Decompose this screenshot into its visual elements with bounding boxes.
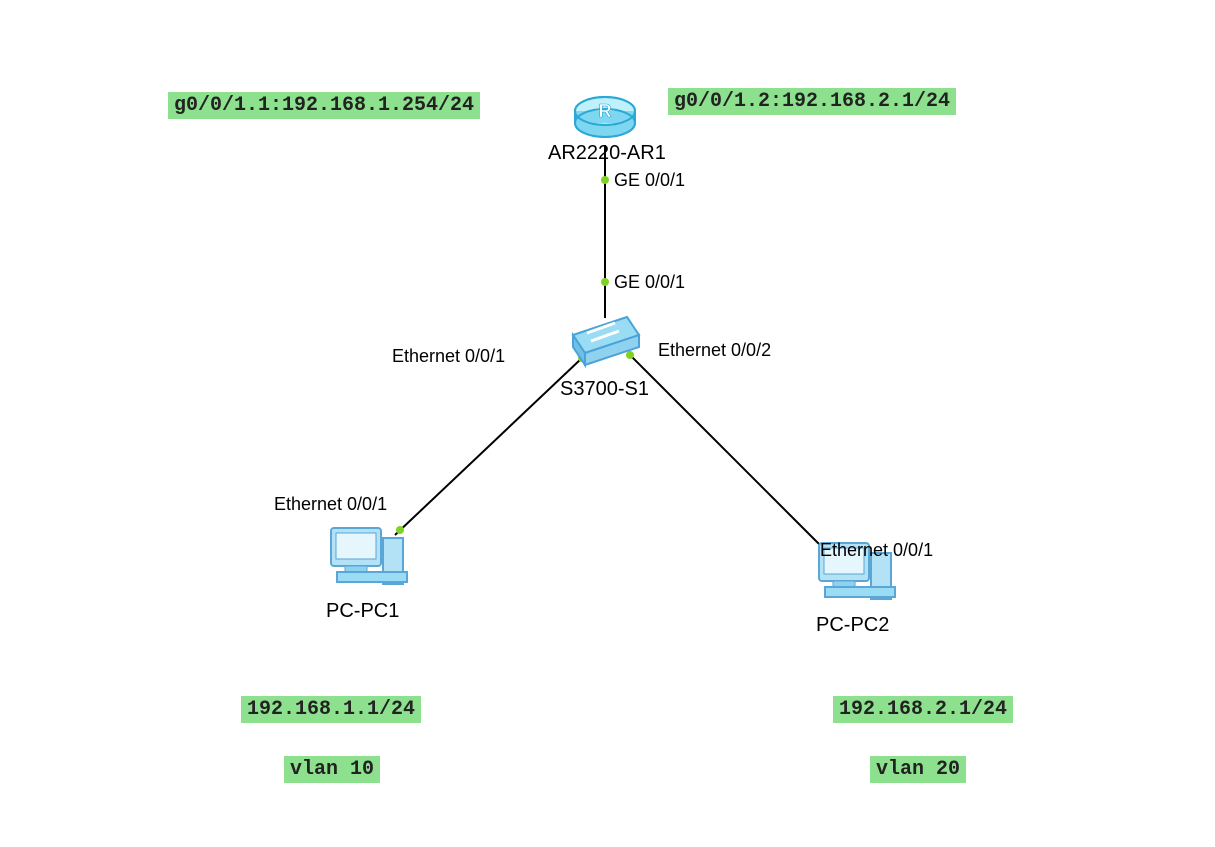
link-switch-pc1 — [395, 358, 582, 535]
switch-name-label: S3700-S1 — [560, 378, 649, 401]
diagram-svg: R — [0, 0, 1215, 842]
port-dot — [626, 351, 634, 359]
pc1-name-label: PC-PC1 — [326, 600, 399, 623]
svg-text:R: R — [599, 101, 612, 121]
pc1-vlan-label: vlan 10 — [284, 756, 380, 783]
pc1-icon — [331, 528, 407, 584]
switch-eth001-label: Ethernet 0/0/1 — [392, 346, 505, 367]
router-subif1-label: g0/0/1.1:192.168.1.254/24 — [168, 92, 480, 119]
router-name-label: AR2220-AR1 — [548, 142, 666, 165]
pc2-ip-label: 192.168.2.1/24 — [833, 696, 1013, 723]
diagram-canvas: R — [0, 0, 1215, 842]
port-dot — [601, 176, 609, 184]
pc2-name-label: PC-PC2 — [816, 614, 889, 637]
pc1-eth001-label: Ethernet 0/0/1 — [274, 494, 387, 515]
router-ge001-label: GE 0/0/1 — [614, 170, 685, 191]
pc2-vlan-label: vlan 20 — [870, 756, 966, 783]
router-subif2-label: g0/0/1.2:192.168.2.1/24 — [668, 88, 956, 115]
port-dot — [601, 278, 609, 286]
pc2-eth001-label: Ethernet 0/0/1 — [820, 540, 933, 561]
switch-ge001-label: GE 0/0/1 — [614, 272, 685, 293]
pc1-ip-label: 192.168.1.1/24 — [241, 696, 421, 723]
port-dot — [396, 526, 404, 534]
switch-eth002-label: Ethernet 0/0/2 — [658, 340, 771, 361]
router-icon: R — [575, 97, 635, 137]
link-switch-pc2 — [630, 355, 830, 555]
